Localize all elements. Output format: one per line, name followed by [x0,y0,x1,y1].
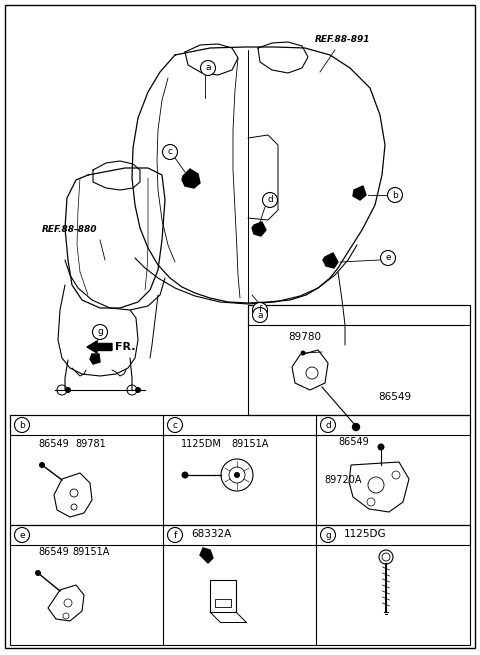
Text: e: e [385,253,391,263]
Circle shape [201,60,216,75]
Text: d: d [325,421,331,430]
Circle shape [93,324,108,339]
Text: f: f [173,531,177,540]
Circle shape [252,303,267,318]
Polygon shape [323,253,338,268]
Text: REF.88-880: REF.88-880 [42,225,97,234]
Circle shape [163,145,178,160]
Text: b: b [19,421,25,430]
Text: d: d [267,195,273,204]
Text: 68332A: 68332A [191,529,231,539]
Polygon shape [182,169,200,188]
Text: 1125DM: 1125DM [181,439,222,449]
Circle shape [135,387,141,393]
Text: 89780: 89780 [288,332,321,342]
Text: g: g [97,328,103,337]
Bar [215,599,231,607]
Circle shape [234,472,240,478]
Circle shape [263,193,277,208]
FancyArrow shape [87,341,112,353]
Polygon shape [353,186,366,200]
Polygon shape [200,548,213,563]
Text: f: f [258,305,262,314]
Bar [248,305,470,415]
Text: 89781: 89781 [75,439,106,449]
Circle shape [321,527,336,542]
Polygon shape [90,354,100,364]
Circle shape [35,570,41,576]
Circle shape [14,417,29,432]
Text: a: a [257,310,263,320]
Text: 86549: 86549 [38,547,69,557]
Text: a: a [205,64,211,73]
Circle shape [39,462,45,468]
Text: c: c [172,421,178,430]
Text: e: e [19,531,25,540]
Bar [10,415,470,525]
Text: b: b [392,191,398,200]
Circle shape [321,417,336,432]
Text: 86549: 86549 [38,439,69,449]
Text: 1125DG: 1125DG [344,529,386,539]
Circle shape [252,307,267,322]
Text: 89151A: 89151A [231,439,268,449]
Bar [10,525,470,545]
Circle shape [387,187,403,202]
Circle shape [181,472,189,479]
Text: 89151A: 89151A [72,547,109,557]
Bar [248,305,470,325]
Text: 86549: 86549 [338,437,369,447]
Text: 86549: 86549 [378,392,411,402]
Text: FR.: FR. [115,342,135,352]
Bar [10,525,470,645]
Circle shape [381,250,396,265]
Circle shape [300,350,305,356]
Text: g: g [325,531,331,540]
Bar [10,415,470,435]
Text: c: c [168,147,172,157]
Circle shape [168,527,182,542]
Bar [210,580,236,612]
Polygon shape [252,222,266,236]
Circle shape [168,417,182,432]
Text: 89720A: 89720A [324,475,361,485]
Circle shape [352,424,360,430]
Circle shape [377,443,384,451]
Circle shape [65,387,71,393]
Circle shape [14,527,29,542]
Text: REF.88-891: REF.88-891 [315,35,371,44]
